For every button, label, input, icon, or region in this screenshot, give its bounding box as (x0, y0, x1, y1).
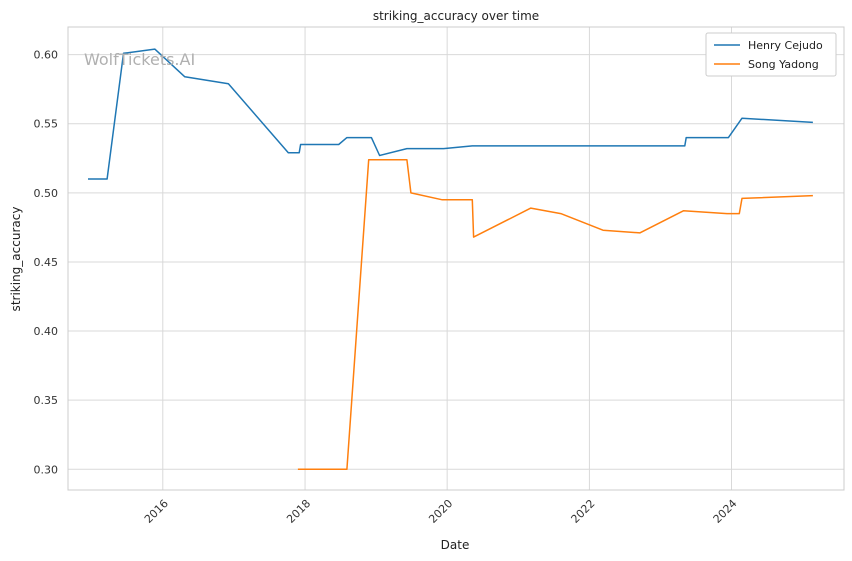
y-tick-label: 0.35 (34, 394, 59, 407)
x-tick-label: 2022 (569, 497, 598, 526)
y-tick-label: 0.45 (34, 256, 59, 269)
x-tick-label: 2016 (142, 497, 171, 526)
x-tick-label: 2024 (711, 497, 740, 526)
grid (68, 27, 844, 490)
y-tick-label: 0.60 (34, 49, 59, 62)
x-axis-ticks: 2016 2018 2020 2022 2024 (142, 497, 740, 526)
y-tick-label: 0.50 (34, 187, 59, 200)
legend-box (705, 32, 837, 77)
y-tick-label: 0.40 (34, 325, 59, 338)
legend-label-song-yadong: Song Yadong (748, 58, 819, 71)
series-layer (88, 48, 813, 471)
series-line-henry-cejudo (88, 48, 813, 180)
legend: Henry Cejudo Song Yadong (705, 32, 837, 77)
watermark: WolfTickets.AI (84, 50, 195, 69)
chart-title: striking_accuracy over time (373, 9, 539, 23)
x-tick-label: 2018 (284, 497, 313, 526)
legend-label-henry-cejudo: Henry Cejudo (748, 39, 823, 52)
x-tick-label: 2020 (426, 497, 455, 526)
y-tick-label: 0.30 (34, 463, 59, 476)
y-tick-label: 0.55 (34, 118, 59, 131)
plot-frame (67, 26, 845, 491)
series-line-song-yadong (297, 158, 813, 471)
x-axis-label: Date (441, 538, 470, 552)
y-axis-label: striking_accuracy (9, 207, 23, 312)
y-axis-ticks: 0.30 0.35 0.40 0.45 0.50 0.55 0.60 (34, 49, 59, 477)
